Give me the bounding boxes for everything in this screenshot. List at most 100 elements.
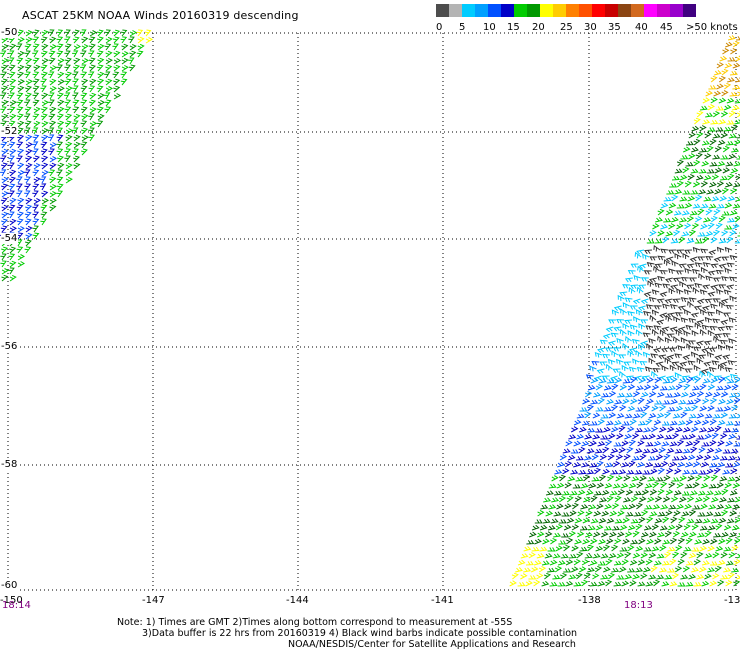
wind-barb [104, 92, 111, 100]
wind-barb [686, 376, 694, 384]
wind-barb [64, 57, 72, 65]
wind-barb [671, 477, 680, 482]
wind-barb [24, 127, 31, 135]
wind-barb [702, 284, 711, 290]
wind-barb [611, 525, 620, 531]
wind-barb [702, 495, 711, 503]
wind-barb [121, 57, 129, 65]
wind-barb [708, 366, 717, 373]
wind-barb [735, 196, 740, 202]
wind-barb [654, 400, 663, 405]
wind-barb [638, 516, 646, 524]
wind-barb [711, 455, 720, 461]
wind-barb [64, 64, 71, 72]
wind-barb [89, 121, 98, 128]
wind-barb [723, 126, 732, 132]
wind-barb [41, 169, 49, 177]
wind-barb [613, 442, 622, 447]
wind-barb [661, 581, 670, 587]
wind-barb [25, 78, 34, 86]
wind-barb [643, 427, 652, 433]
wind-barb [711, 432, 719, 440]
wind-barb [628, 286, 636, 294]
wind-barb [598, 517, 607, 524]
wind-barb [710, 75, 718, 83]
wind-barb [662, 303, 670, 309]
wind-barb [693, 159, 701, 167]
wind-barb [699, 405, 708, 412]
wind-barb [701, 160, 710, 167]
wind-barb [694, 239, 703, 244]
wind-barb [33, 176, 41, 184]
note-line-3: NOAA/NESDIS/Center for Satellite Applica… [288, 639, 576, 650]
wind-barb [685, 461, 693, 468]
wind-barb [688, 317, 697, 324]
legend-swatch [436, 4, 449, 17]
wind-barb [683, 523, 691, 531]
wind-barb [517, 582, 526, 587]
wind-barb [714, 167, 723, 174]
wind-barb [663, 259, 671, 266]
wind-barb [712, 277, 721, 282]
wind-barb [72, 99, 80, 107]
legend-swatch [553, 4, 566, 17]
wind-barb [696, 110, 704, 118]
wind-barb [56, 43, 64, 51]
wind-barb [599, 474, 607, 482]
wind-barb [9, 218, 17, 226]
wind-barb [706, 189, 715, 195]
wind-barb [17, 148, 25, 156]
wind-barb [33, 106, 41, 114]
wind-barb [622, 517, 630, 524]
wind-barb [666, 312, 675, 318]
wind-barb [40, 113, 48, 121]
wind-barb [72, 148, 79, 156]
wind-barb [651, 309, 660, 316]
wind-barb [81, 36, 89, 44]
wind-barb [607, 572, 615, 580]
wind-barb [662, 539, 671, 545]
wind-barb [702, 518, 711, 524]
wind-barb [695, 496, 703, 503]
wind-barb [709, 138, 717, 146]
wind-barb [602, 446, 610, 454]
wind-barb [714, 145, 723, 153]
wind-barb [565, 537, 574, 545]
wind-barb [592, 434, 601, 440]
wind-barb [639, 453, 647, 461]
wind-barb [641, 509, 649, 517]
wind-barb [8, 183, 16, 191]
wind-barb [691, 268, 700, 275]
wind-barb [680, 574, 689, 580]
wind-barb [585, 374, 594, 380]
wind-barb [72, 50, 79, 58]
wind-barb [638, 496, 647, 503]
wind-barb [735, 173, 740, 181]
wind-barb [25, 134, 33, 142]
wind-barb [621, 462, 629, 468]
note-line-2: 3)Data buffer is 22 hrs from 20160319 4)… [142, 628, 578, 639]
wind-barb [627, 269, 636, 275]
legend-swatch [540, 4, 553, 17]
wind-barb [32, 190, 39, 198]
wind-barb [734, 215, 740, 223]
wind-barb [718, 517, 727, 524]
wind-barb [667, 385, 676, 391]
wind-barb [104, 29, 112, 37]
wind-barb [619, 384, 628, 391]
wind-barb [9, 246, 17, 254]
wind-barb [684, 222, 692, 230]
wind-barb [659, 270, 668, 275]
wind-barb [564, 460, 573, 468]
wind-barb [41, 120, 49, 128]
wind-barb [17, 85, 25, 93]
wind-barb [661, 365, 669, 372]
wind-barb [595, 384, 604, 391]
wind-barb [710, 518, 719, 524]
wind-barb [712, 133, 721, 139]
wind-barb [663, 196, 672, 202]
wind-barb [8, 253, 16, 261]
wind-barb [661, 441, 670, 447]
wind-barb [734, 517, 740, 524]
wind-barb [713, 208, 721, 216]
